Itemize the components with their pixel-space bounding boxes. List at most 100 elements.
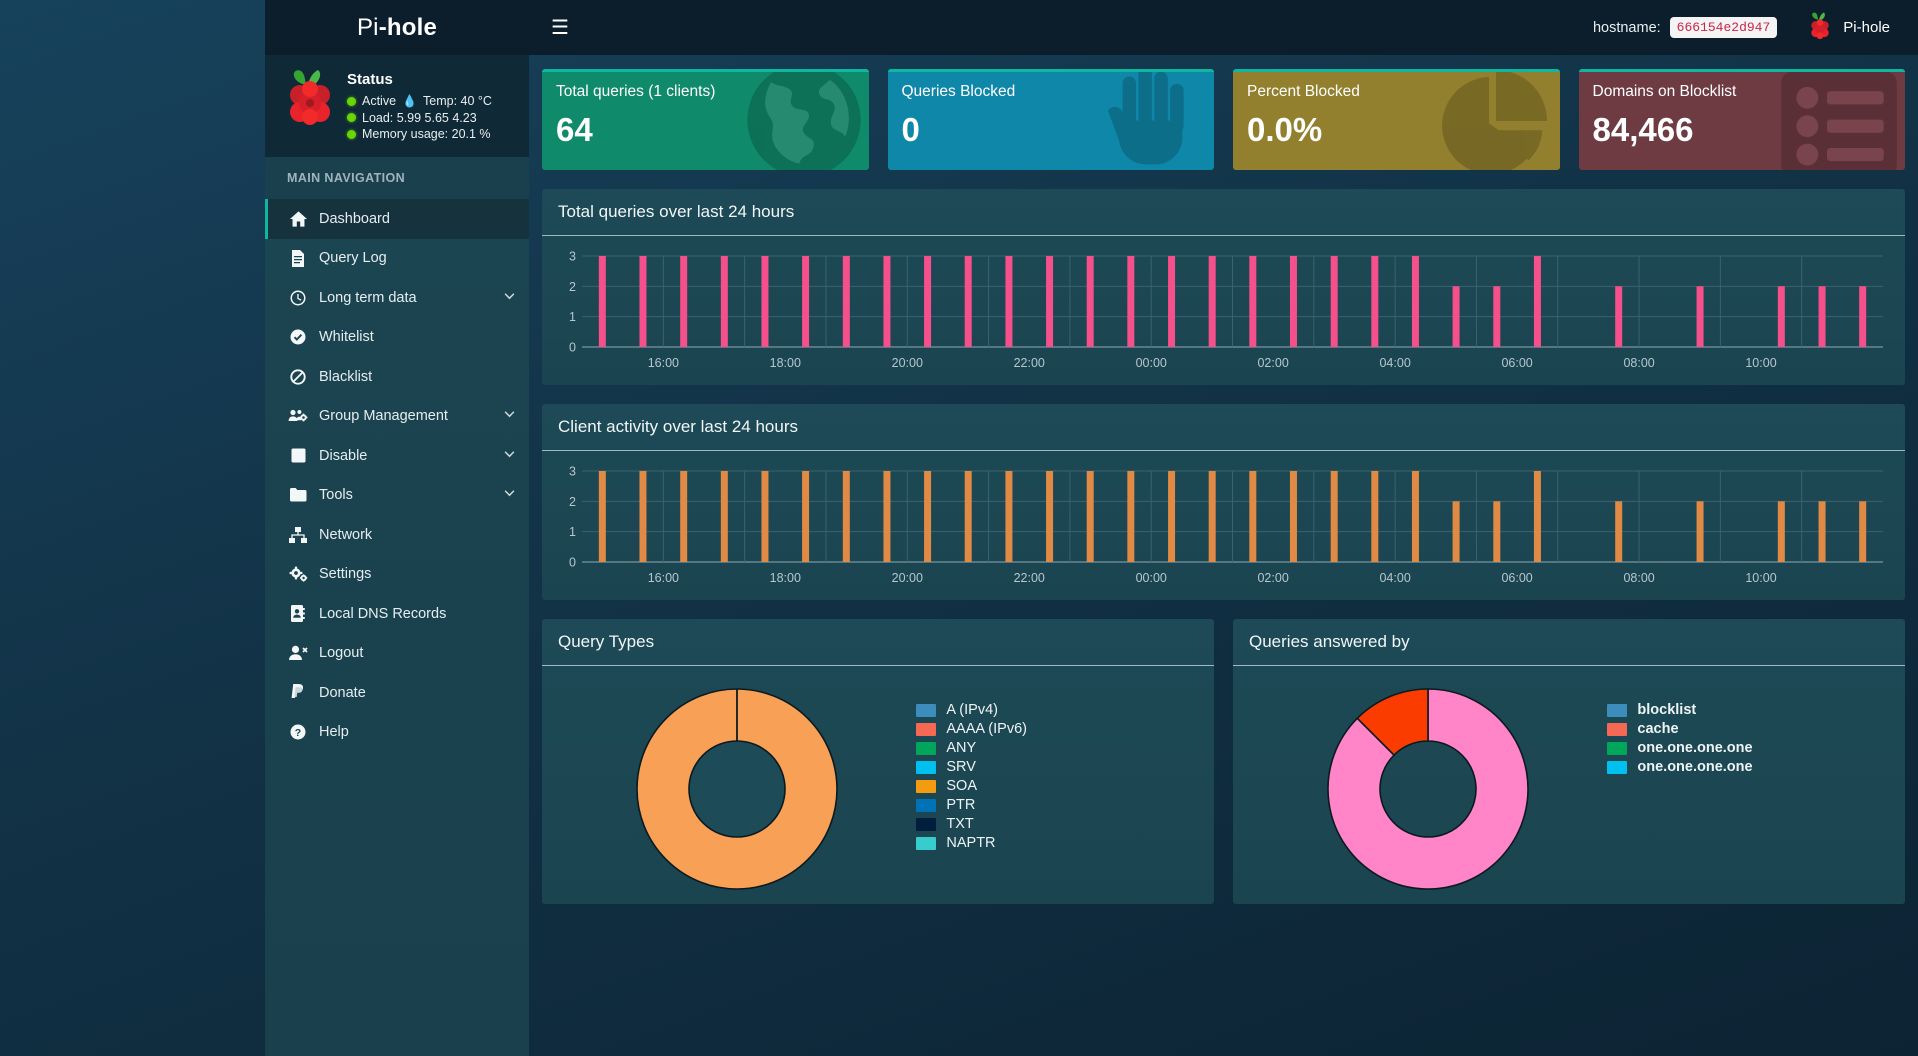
svg-text:06:00: 06:00 [1501, 356, 1532, 370]
svg-text:18:00: 18:00 [770, 571, 801, 585]
legend-item[interactable]: A (IPv4) [916, 702, 1198, 718]
stat-card-queries-blocked[interactable]: Queries Blocked 0 [887, 69, 1214, 170]
content-area: ☰ hostname: 666154e2d947 [529, 0, 1918, 1056]
legend-label: one.one.one.one [1637, 740, 1753, 756]
panel-title-total-queries: Total queries over last 24 hours [542, 189, 1905, 236]
user-times-icon [287, 645, 309, 661]
svg-text:10:00: 10:00 [1745, 356, 1776, 370]
stat-card-total-queries-1-clients[interactable]: Total queries (1 clients) 64 [542, 69, 869, 170]
legend-color-swatch [916, 722, 937, 736]
sidebar-item-network[interactable]: Network [265, 515, 529, 555]
logo-bold: -hole [378, 13, 438, 41]
sidebar-item-label: Blacklist [319, 368, 373, 385]
sidebar-item-query-log[interactable]: Query Log [265, 239, 529, 279]
legend-item[interactable]: AAAA (IPv6) [916, 721, 1198, 737]
svg-text:00:00: 00:00 [1136, 571, 1167, 585]
hostname-value: 666154e2d947 [1669, 17, 1778, 38]
clock-icon [287, 290, 309, 306]
legend-item[interactable]: TXT [916, 816, 1198, 832]
query-types-donut[interactable] [558, 680, 916, 894]
list-icon [1779, 72, 1899, 170]
globe-icon [745, 72, 863, 170]
stat-card-title: Percent Blocked [1247, 83, 1360, 100]
panel-body-query-types: A (IPv4) AAAA (IPv6) ANY SRV SOA PTR TXT NAPTR [542, 666, 1214, 904]
ban-icon [287, 369, 309, 385]
nav-section-header: MAIN NAVIGATION [265, 157, 529, 199]
sidebar-item-tools[interactable]: Tools [265, 476, 529, 516]
sidebar-item-donate[interactable]: Donate [265, 673, 529, 713]
sidebar-item-logout[interactable]: Logout [265, 634, 529, 674]
panel-query-types: Query Types A (IPv4) AAAA (IPv6) ANY SRV SOA… [542, 619, 1214, 904]
sidebar-item-whitelist[interactable]: Whitelist [265, 318, 529, 358]
sidebar-logo[interactable]: Pi-hole [265, 0, 529, 55]
svg-text:22:00: 22:00 [1014, 571, 1045, 585]
square-icon [287, 448, 309, 463]
status-active-label: Active [362, 94, 397, 108]
chart-total-queries[interactable]: 0 1 2 3 16:00 18:00 20:00 22:00 00:00 02:00 04:00 0… [558, 250, 1889, 375]
sidebar-item-local-dns-records[interactable]: Local DNS Records [265, 594, 529, 634]
legend-item[interactable]: blocklist [1607, 702, 1889, 718]
legend-color-swatch [916, 703, 937, 717]
status-memory-line: Memory usage: 20.1 % [347, 126, 492, 143]
svg-text:16:00: 16:00 [648, 571, 679, 585]
legend-label: one.one.one.one [1637, 759, 1753, 775]
chevron-down-icon[interactable] [504, 292, 515, 304]
legend-item[interactable]: one.one.one.one [1607, 740, 1889, 756]
legend-item[interactable]: cache [1607, 721, 1889, 737]
legend-color-swatch [1607, 703, 1628, 717]
sidebar-nav: Dashboard Query Log Long term data Whitelis… [265, 199, 529, 752]
hamburger-menu-icon[interactable]: ☰ [551, 16, 569, 39]
sidebar-item-label: Disable [319, 447, 368, 464]
svg-text:3: 3 [569, 250, 576, 263]
sidebar-item-help[interactable]: ? Help [265, 713, 529, 753]
svg-text:18:00: 18:00 [770, 356, 801, 370]
legend-color-swatch [916, 741, 937, 755]
stat-card-domains-on-blocklist[interactable]: Domains on Blocklist 84,466 [1578, 69, 1905, 170]
status-title: Status [347, 71, 393, 88]
sidebar-item-dashboard[interactable]: Dashboard [265, 199, 529, 239]
sidebar-item-blacklist[interactable]: Blacklist [265, 357, 529, 397]
brand-right[interactable]: Pi-hole [1807, 11, 1890, 45]
sidebar-item-group-management[interactable]: Group Management [265, 397, 529, 437]
legend-color-swatch [916, 779, 937, 793]
status-active-line: Active 💧 Temp: 40 °C [347, 93, 492, 110]
query-types-row: A (IPv4) AAAA (IPv6) ANY SRV SOA PTR TXT NAPTR [558, 680, 1198, 894]
legend-color-swatch [916, 760, 937, 774]
pie-chart-icon [1438, 72, 1554, 170]
sidebar-item-disable[interactable]: Disable [265, 436, 529, 476]
gears-icon [287, 566, 309, 582]
svg-text:16:00: 16:00 [648, 356, 679, 370]
svg-text:10:00: 10:00 [1745, 571, 1776, 585]
answered-by-donut[interactable] [1249, 680, 1607, 894]
stat-card-title: Domains on Blocklist [1592, 83, 1737, 100]
stat-card-value: 84,466 [1592, 111, 1694, 148]
chevron-down-icon[interactable] [504, 410, 515, 422]
legend-item[interactable]: SOA [916, 778, 1198, 794]
legend-label: ANY [946, 740, 977, 756]
stat-card-title: Queries Blocked [901, 83, 1016, 100]
legend-item[interactable]: one.one.one.one [1607, 759, 1889, 775]
svg-text:06:00: 06:00 [1501, 571, 1532, 585]
sidebar-item-label: Dashboard [319, 210, 390, 227]
sidebar-item-label: Group Management [319, 408, 448, 425]
sidebar-item-settings[interactable]: Settings [265, 555, 529, 595]
legend-color-swatch [1607, 741, 1628, 755]
sidebar-item-label: Help [319, 724, 349, 741]
paypal-icon [287, 684, 309, 701]
status-temp-label: Temp: 40 °C [423, 94, 492, 108]
status-dot-load [347, 113, 356, 123]
raspberry-pi-icon [287, 67, 333, 129]
chart-client-activity[interactable]: 0 1 2 3 16:00 18:00 20:00 22:00 00:00 02:00 04:00 0… [558, 465, 1889, 590]
sidebar-item-label: Tools [319, 487, 353, 504]
stat-card-percent-blocked[interactable]: Percent Blocked 0.0% [1233, 69, 1560, 170]
chevron-down-icon[interactable] [504, 450, 515, 462]
panel-answered-by: Queries answered by blocklist cache one.on… [1233, 619, 1905, 904]
legend-item[interactable]: NAPTR [916, 835, 1198, 851]
chevron-down-icon[interactable] [504, 489, 515, 501]
legend-item[interactable]: ANY [916, 740, 1198, 756]
legend-item[interactable]: SRV [916, 759, 1198, 775]
legend-item[interactable]: PTR [916, 797, 1198, 813]
status-info: Status Active 💧 Temp: 40 °C Load: 5.99 5… [347, 67, 492, 143]
panel-title-answered-by: Queries answered by [1233, 619, 1905, 666]
sidebar-item-long-term-data[interactable]: Long term data [265, 278, 529, 318]
